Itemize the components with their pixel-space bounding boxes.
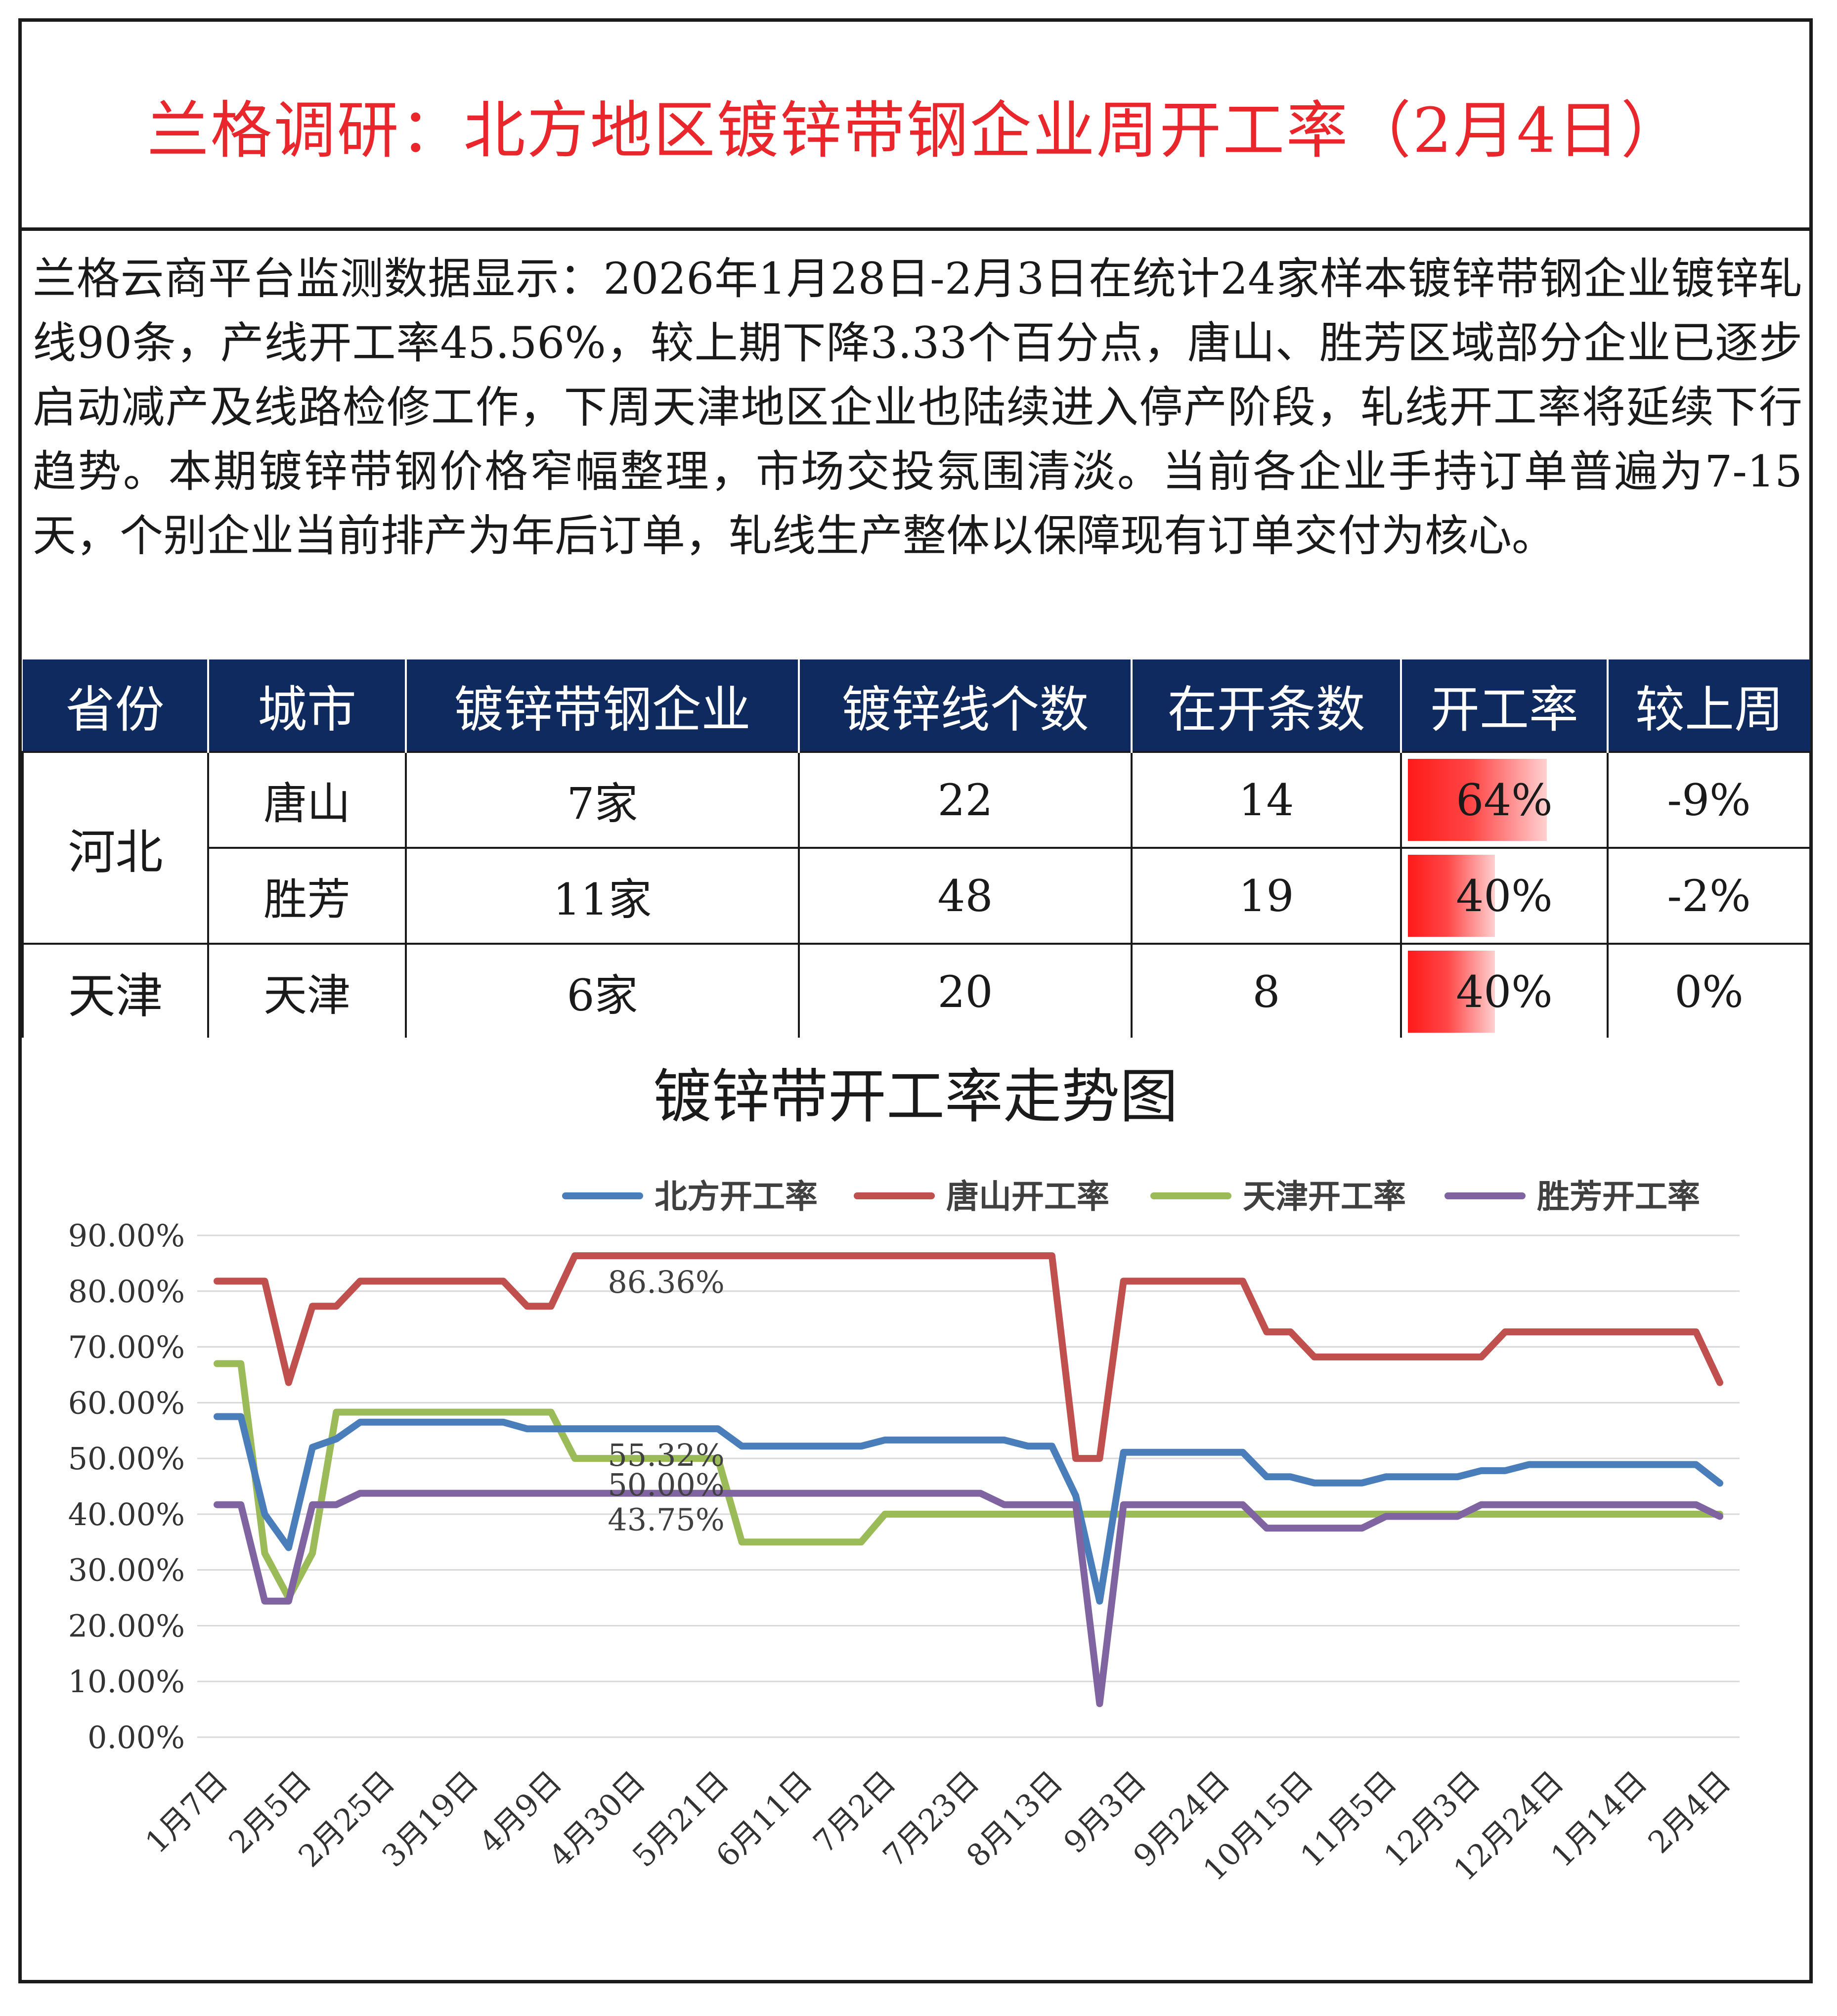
y-tick-label: 0.00% [87,1719,185,1755]
rate-value: 40% [1456,966,1553,1017]
series-line-3 [214,1490,1723,1708]
y-tick-label: 40.00% [68,1496,185,1533]
header-enterprises: 镀锌带钢企业 [406,659,800,752]
page-title: 兰格调研：北方地区镀锌带钢企业周开工率（2月4日） [147,94,1684,167]
y-tick-label: 80.00% [68,1273,185,1310]
data-label: 50.00% [608,1467,724,1503]
table-row: 河北 唐山 7家 22 14 64% -9% [22,751,1811,945]
chart-legend: 北方开工率 唐山开工率 天津开工率 胜芳开工率 [562,1177,1700,1216]
utilization-table: 省份 城市 镀锌带钢企业 镀锌线个数 在开条数 开工率 较上周 河北 唐山 7家… [22,659,1811,1041]
chart-data-labels: 86.36% 55.32%50.00%43.75% [608,1264,724,1538]
rate-cell: 64% [1400,751,1609,849]
rate-cell: 40% [1400,847,1609,945]
title-box: 兰格调研：北方地区镀锌带钢企业周开工率（2月4日） [22,22,1809,231]
y-tick-label: 50.00% [68,1441,185,1477]
province-cell: 河北 [22,751,209,945]
lines-cell: 22 [798,751,1133,849]
city-cell: 天津 [207,943,407,1041]
header-city: 城市 [208,659,407,752]
header-running: 在开条数 [1132,659,1402,752]
enterprises-cell: 7家 [405,751,800,849]
change-cell: -2% [1607,847,1811,945]
legend-label: 唐山开工率 [946,1177,1109,1216]
header-rate: 开工率 [1401,659,1609,752]
rate-databar [1408,855,1495,937]
rate-databar [1408,951,1495,1033]
lines-cell: 20 [798,943,1133,1041]
description-text: 兰格云商平台监测数据显示：2026年1月28日-2月3日在统计24家样本镀锌带钢… [33,253,1802,561]
change-cell: -9% [1607,751,1811,849]
running-cell: 8 [1131,943,1402,1041]
header-province: 省份 [23,659,209,752]
chart-series [214,1252,1723,1708]
data-label: 55.32% [608,1437,724,1473]
rate-value: 40% [1456,870,1553,921]
line-chart: 镀锌带开工率走势图 北方开工率 唐山开工率 天津开工率 胜芳开工率 90.00% 80.… [22,1038,1809,1977]
y-tick-label: 20.00% [68,1608,185,1644]
table-row: 胜芳 11家 48 19 40% -2% [23,847,1811,945]
change-cell: 0% [1607,943,1811,1041]
rate-value: 64% [1456,774,1553,826]
y-tick-label: 60.00% [68,1385,185,1421]
y-tick-label: 70.00% [68,1329,185,1365]
chart-container: 镀锌带开工率走势图 北方开工率 唐山开工率 天津开工率 胜芳开工率 90.00% 80.… [22,1038,1809,1977]
rate-cell: 40% [1400,943,1609,1041]
running-cell: 14 [1131,751,1402,849]
table-row: 天津 天津 6家 20 8 40% 0% [22,943,1811,1041]
y-axis: 90.00% 80.00% 70.00% 60.00% 50.00% 40.00% 30.0… [68,1218,185,1755]
rate-databar [1408,759,1547,841]
legend-label: 胜芳开工率 [1537,1177,1700,1216]
table-header-row: 省份 城市 镀锌带钢企业 镀锌线个数 在开条数 开工率 较上周 [23,659,1810,752]
legend-label: 天津开工率 [1243,1177,1406,1216]
legend-label: 北方开工率 [655,1177,818,1216]
series-line-1 [214,1252,1723,1462]
enterprises-cell: 11家 [405,847,800,945]
data-label: 86.36% [608,1264,724,1300]
city-cell: 胜芳 [207,847,407,945]
y-tick-label: 30.00% [68,1552,185,1588]
y-tick-label: 10.00% [68,1664,185,1700]
lines-cell: 48 [798,847,1133,945]
report-frame: 兰格调研：北方地区镀锌带钢企业周开工率（2月4日） 兰格云商平台监测数据显示：2… [18,18,1813,1983]
y-tick-label: 90.00% [68,1218,185,1254]
header-change: 较上周 [1608,659,1810,752]
series-line-0 [214,1413,1723,1605]
header-lines: 镀锌线个数 [799,659,1133,752]
data-label: 43.75% [608,1502,724,1538]
enterprises-cell: 6家 [405,943,800,1041]
city-cell: 唐山 [207,751,407,849]
chart-title: 镀锌带开工率走势图 [653,1062,1178,1131]
running-cell: 19 [1131,847,1402,945]
province-cell: 天津 [22,943,209,1041]
